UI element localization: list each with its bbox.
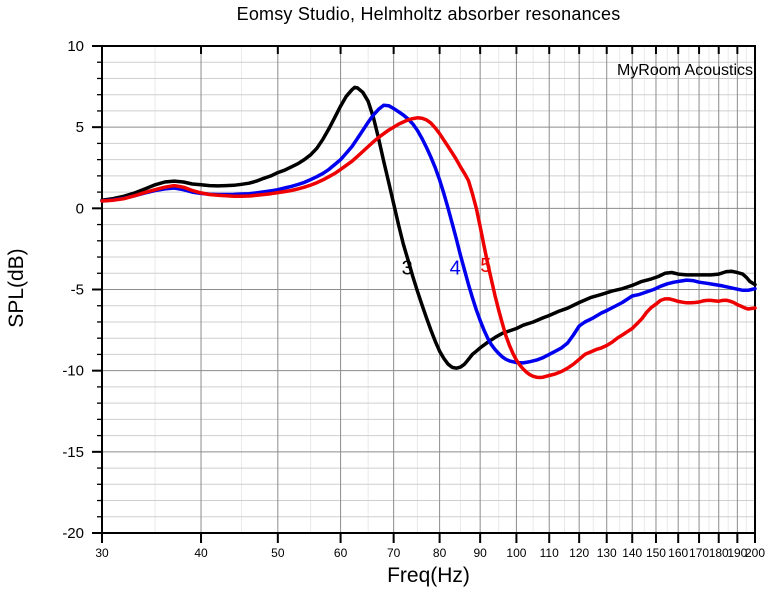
curve-label-5: 5 [480, 255, 491, 277]
x-tick-label: 100 [506, 546, 526, 560]
y-tick-label: -15 [62, 444, 84, 461]
x-tick-label: 190 [727, 546, 747, 560]
chart-title: Eomsy Studio, Helmholtz absorber resonan… [236, 4, 621, 24]
x-tick-label: 90 [473, 546, 487, 560]
x-tick-label: 200 [745, 546, 765, 560]
curve-label-4: 4 [450, 258, 461, 280]
y-axis-title: SPL(dB) [5, 248, 28, 328]
x-tick-label: 110 [540, 546, 559, 560]
y-tick-label: -20 [62, 525, 84, 542]
y-tick-label: -5 [71, 282, 84, 299]
y-tick-label: -10 [62, 363, 84, 380]
y-tick-label: 0 [76, 200, 84, 217]
x-tick-label: 170 [689, 546, 709, 560]
series-line-4 [100, 103, 757, 365]
x-tick-label: 150 [646, 546, 666, 560]
y-tick-label: 5 [76, 119, 84, 136]
x-tick-label: 50 [271, 546, 285, 560]
y-tick-label: 10 [67, 38, 84, 55]
x-tick-label: 160 [668, 546, 688, 560]
x-tick-label: 120 [569, 546, 589, 560]
x-tick-label: 60 [334, 546, 348, 560]
x-axis-title: Freq(Hz) [387, 564, 470, 587]
x-tick-label: 140 [622, 546, 642, 560]
series-line-3 [100, 85, 757, 370]
x-tick-label: 30 [95, 546, 109, 560]
x-tick-label: 180 [709, 546, 729, 560]
x-tick-label: 130 [597, 546, 617, 560]
curve-label-3: 3 [402, 258, 413, 280]
x-tick-label: 80 [433, 546, 447, 560]
x-tick-label: 70 [387, 546, 401, 560]
series-line-5 [100, 116, 757, 380]
x-tick-label: 40 [194, 546, 208, 560]
watermark-text: MyRoom Acoustics [616, 62, 753, 79]
